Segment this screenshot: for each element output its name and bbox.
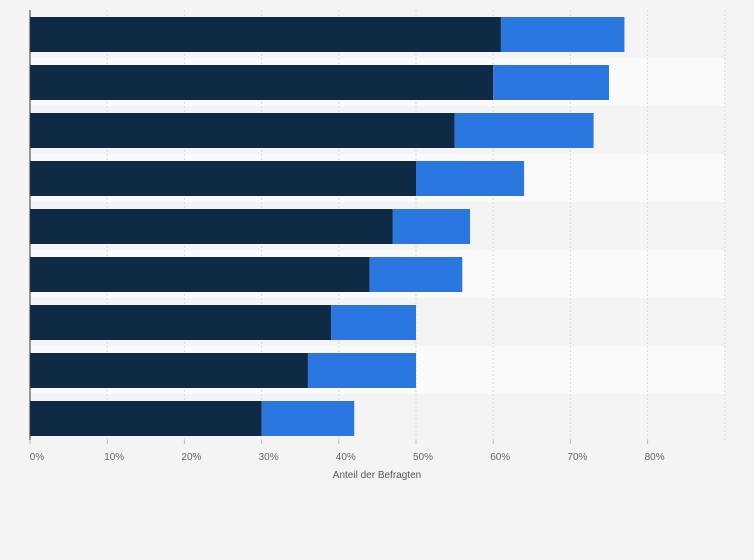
bar-series-1-row-9 xyxy=(30,401,262,436)
bars xyxy=(30,17,625,436)
x-tick-label: 70% xyxy=(567,452,587,463)
bar-series-2-row-6 xyxy=(369,257,463,292)
bar-series-1-row-7 xyxy=(30,305,332,340)
bar-series-1-row-8 xyxy=(30,353,308,388)
bar-series-2-row-1 xyxy=(500,17,625,52)
x-tick-label: 10% xyxy=(104,452,124,463)
bar-series-1-row-1 xyxy=(30,17,501,52)
x-tick-label: 20% xyxy=(181,452,201,463)
x-axis-title: Anteil der Befragten xyxy=(333,470,421,481)
bar-series-2-row-7 xyxy=(331,305,416,340)
bar-series-2-row-3 xyxy=(454,113,594,148)
x-tick-label: 80% xyxy=(645,452,665,463)
bar-series-2-row-4 xyxy=(416,161,525,196)
bar-series-1-row-4 xyxy=(30,161,416,196)
bar-series-2-row-8 xyxy=(307,353,416,388)
bar-series-2-row-5 xyxy=(392,209,471,244)
bar-series-1-row-3 xyxy=(30,113,455,148)
x-tick-label: 60% xyxy=(490,452,510,463)
x-tick-label: 30% xyxy=(259,452,279,463)
bar-series-1-row-5 xyxy=(30,209,393,244)
bar-series-1-row-6 xyxy=(30,257,370,292)
bar-series-2-row-2 xyxy=(493,65,609,100)
bar-series-2-row-9 xyxy=(261,401,355,436)
tick-labels: 0% 10% 20% 30% 40% 50% 60% 70% 80% xyxy=(29,440,665,463)
x-tick-label: 0% xyxy=(30,452,45,463)
x-tick-label: 50% xyxy=(413,452,433,463)
bar-series-1-row-2 xyxy=(30,65,494,100)
x-tick-label: 40% xyxy=(336,452,356,463)
